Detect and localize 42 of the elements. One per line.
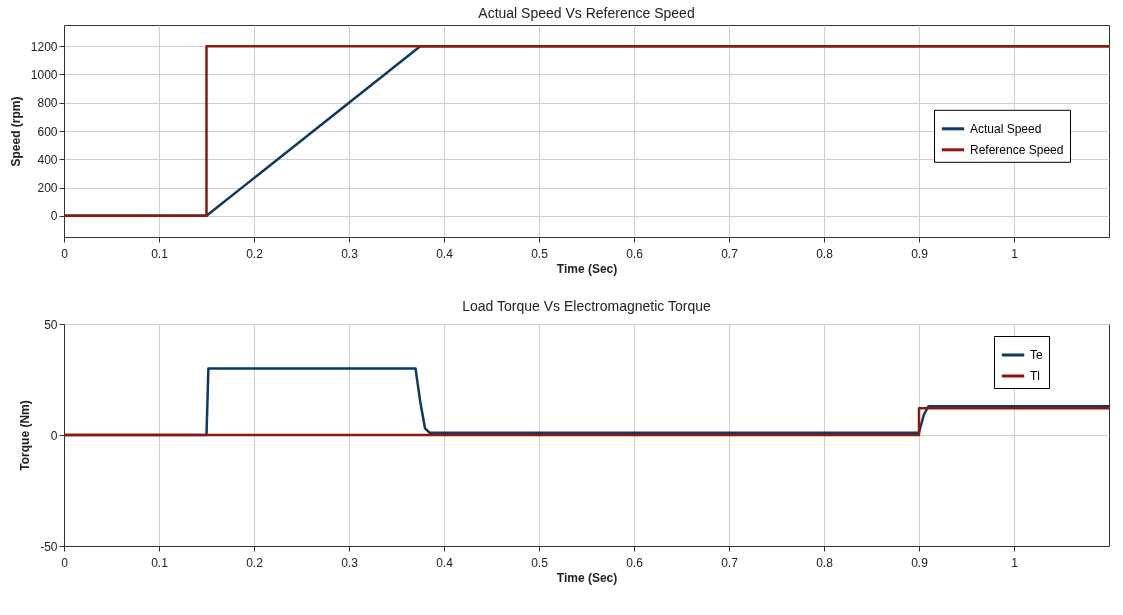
x-tick-label: 0.6	[626, 246, 644, 261]
y-tick-label: 600	[37, 124, 58, 139]
x-tick-label: 0.3	[341, 555, 359, 570]
y-tick-label: 50	[44, 317, 58, 332]
legend-label: Tl	[1030, 369, 1040, 383]
y-axis-title: Torque (Nm)	[18, 400, 33, 471]
x-tick-label: 0.7	[721, 555, 739, 570]
chart-title: Actual Speed Vs Reference Speed	[478, 5, 695, 21]
x-tick-label: 0.9	[911, 246, 929, 261]
x-tick-label: 0.1	[151, 246, 169, 261]
y-axis-title: Speed (rpm)	[8, 96, 23, 167]
x-tick-label: 0	[61, 246, 69, 261]
x-tick-label: 0.9	[911, 555, 929, 570]
legend-label: Te	[1030, 348, 1043, 362]
x-tick-label: 0.6	[626, 555, 644, 570]
y-tick-label: 400	[37, 152, 58, 167]
x-tick-label: 1	[1011, 246, 1019, 261]
x-tick-label: 0	[61, 555, 69, 570]
y-tick-label: 0	[50, 428, 58, 443]
x-tick-label: 0.5	[531, 246, 549, 261]
x-tick-label: 1	[1011, 555, 1019, 570]
x-tick-label: 0.5	[531, 555, 549, 570]
x-tick-label: 0.1	[151, 555, 169, 570]
x-tick-label: 0.3	[341, 246, 359, 261]
y-tick-label: -50	[40, 539, 58, 554]
x-tick-label: 0.2	[246, 555, 264, 570]
legend-label: Actual Speed	[970, 121, 1042, 136]
y-tick-label: 0	[50, 209, 58, 224]
x-tick-label: 0.8	[816, 246, 834, 261]
x-axis-title: Time (Sec)	[556, 261, 618, 276]
y-tick-label: 800	[37, 96, 58, 111]
y-tick-label: 1000	[30, 67, 58, 82]
x-tick-label: 0.8	[816, 555, 834, 570]
chart-title: Load Torque Vs Electromagnetic Torque	[462, 298, 711, 314]
y-tick-label: 200	[37, 181, 58, 196]
y-tick-label: 1200	[30, 39, 58, 54]
legend-label: Reference Speed	[970, 142, 1064, 157]
x-tick-label: 0.7	[721, 246, 739, 261]
x-axis-title: Time (Sec)	[556, 570, 618, 585]
x-tick-label: 0.4	[436, 246, 454, 261]
x-tick-label: 0.2	[246, 246, 264, 261]
x-tick-label: 0.4	[436, 555, 454, 570]
